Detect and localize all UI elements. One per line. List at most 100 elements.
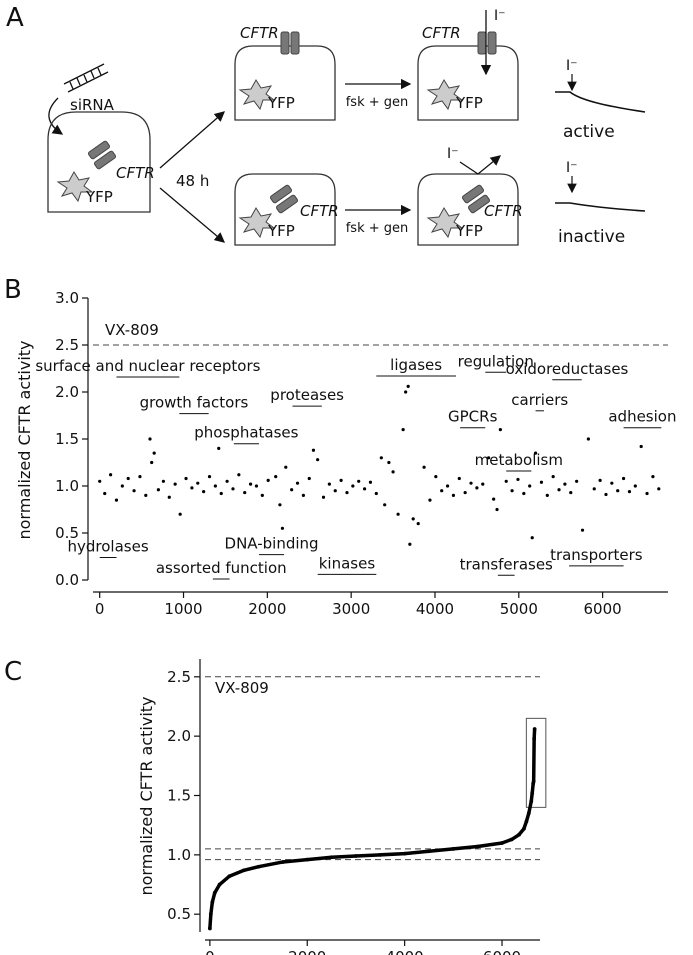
inactive-label: inactive [558, 227, 625, 247]
point [311, 448, 316, 452]
point [408, 542, 412, 546]
point [368, 480, 373, 484]
point [351, 484, 355, 488]
highlight-box [525, 717, 547, 808]
point [427, 849, 431, 854]
y-axis-title: normalized CFTR activity [137, 696, 156, 895]
x-tick-label: 0 [95, 600, 105, 618]
cell [234, 173, 336, 246]
point [639, 444, 643, 449]
point [428, 498, 432, 502]
point [212, 890, 217, 895]
yfp-icon [426, 79, 464, 111]
y-axis-title: normalized CFTR activity [15, 340, 34, 539]
point [374, 491, 378, 496]
point [329, 855, 334, 860]
point [210, 900, 215, 905]
point [333, 489, 337, 493]
point [411, 517, 415, 521]
point [156, 488, 160, 492]
y-tick-label: 0.5 [55, 524, 79, 542]
cftr-channel [461, 184, 491, 214]
point [217, 882, 222, 887]
point [530, 791, 535, 796]
point [451, 493, 456, 497]
point [178, 512, 182, 516]
point [504, 479, 508, 483]
point [633, 484, 637, 488]
point [396, 512, 400, 516]
annotation-label: assorted function [156, 559, 287, 577]
point [225, 479, 229, 483]
point [120, 484, 124, 488]
point [524, 819, 529, 824]
point [184, 476, 188, 481]
y-tick-label: 1.0 [167, 846, 191, 864]
point [274, 475, 278, 479]
point [529, 799, 534, 804]
point [126, 476, 130, 481]
point [208, 912, 213, 917]
x-tick-label: 4000 [386, 948, 424, 955]
point [445, 484, 450, 488]
point [227, 874, 232, 879]
treatment-label: fsk + gen [346, 95, 409, 110]
point [404, 390, 408, 394]
point [217, 446, 221, 450]
iodide-label: I⁻ [494, 8, 506, 24]
point [532, 727, 537, 731]
point [354, 854, 358, 858]
y-tick-label: 1.0 [55, 477, 79, 495]
yfp-icon [238, 79, 276, 111]
point [280, 526, 285, 530]
yfp-label: YFP [85, 188, 113, 206]
trace [555, 202, 646, 212]
point [498, 428, 502, 432]
point [401, 428, 405, 432]
point [295, 481, 300, 485]
point [475, 486, 479, 490]
point [533, 451, 538, 455]
point [531, 779, 536, 784]
point [604, 492, 608, 497]
trace [555, 91, 646, 113]
point [379, 456, 383, 460]
arrow [459, 155, 502, 175]
cftr-label: CFTR [240, 24, 279, 42]
active-label: active [563, 122, 615, 142]
point [516, 477, 520, 482]
point [383, 503, 387, 507]
annotation-label: DNA-binding [225, 535, 319, 553]
annotation-label: regulation [458, 352, 534, 370]
point [248, 482, 253, 486]
point [598, 478, 602, 482]
iodide-label: I⁻ [566, 58, 578, 74]
yfp-label: YFP [455, 94, 483, 112]
point [190, 486, 194, 490]
y-tick-label: 2.5 [55, 336, 79, 354]
point [321, 495, 326, 499]
point [387, 460, 391, 465]
arrow [159, 111, 225, 169]
point [586, 437, 590, 441]
point [651, 475, 655, 479]
y-tick-label: 2.0 [167, 727, 191, 745]
point [510, 489, 514, 493]
yfp-icon [426, 207, 464, 239]
point [657, 487, 661, 491]
sirna-label: siRNA [70, 96, 115, 114]
point [457, 476, 461, 481]
point [173, 482, 177, 486]
point [545, 493, 549, 497]
y-tick-label: 1.5 [55, 430, 79, 448]
point [440, 489, 444, 493]
point [150, 460, 154, 465]
point [161, 479, 166, 483]
annotation-label: kinases [319, 554, 376, 572]
cftr-label: CFTR [422, 24, 461, 42]
reference-label: VX-809 [215, 679, 269, 697]
treatment-label: fsk + gen [346, 221, 409, 236]
point [434, 475, 438, 479]
point [152, 451, 156, 455]
